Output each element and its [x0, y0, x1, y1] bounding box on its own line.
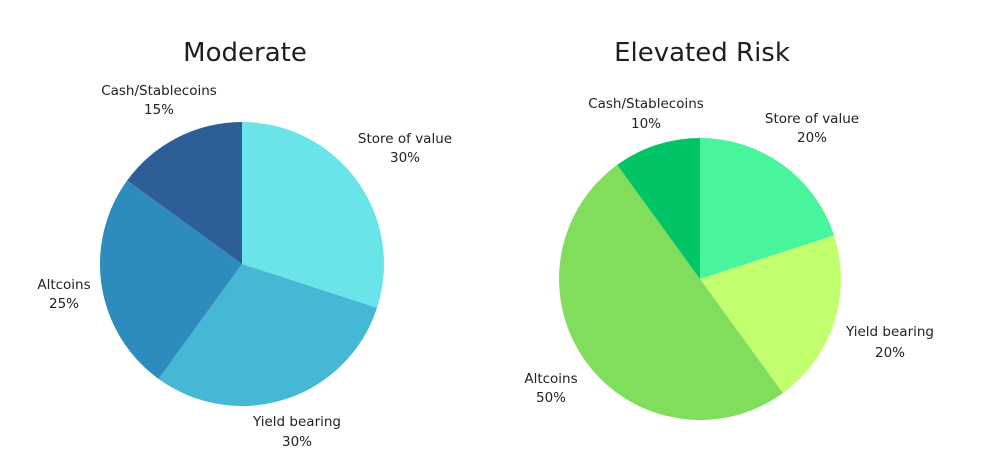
pie-slice-yield-bearing [700, 235, 842, 394]
slice-name-yield-bearing: Yield bearing [252, 414, 341, 430]
pie-slice-store-of-value [700, 138, 835, 279]
pie-slice-cash-stablecoins [617, 138, 700, 279]
slice-value-altcoins: 25% [49, 296, 79, 312]
slice-label-store-of-value: Store of value 30% [358, 131, 452, 166]
slice-label-altcoins: Altcoins 50% [524, 371, 577, 406]
slice-label-yield-bearing: Yield bearing 20% [845, 324, 934, 361]
slice-label-yield-bearing: Yield bearing 30% [252, 414, 341, 450]
slice-value-yield-bearing: 30% [282, 434, 312, 450]
slice-name-cash-stablecoins: Cash/Stablecoins [101, 83, 217, 99]
pie-slices-moderate [99, 122, 384, 407]
pie-slice-yield-bearing [158, 264, 378, 407]
pie-slice-altcoins [99, 180, 242, 379]
pie-chart-moderate: Moderate Cash/Stablecoins 15% Store of v… [37, 38, 452, 450]
slice-label-cash-stablecoins: Cash/Stablecoins 10% [588, 96, 704, 132]
slice-name-store-of-value: Store of value [358, 131, 452, 147]
pie-slice-cash-stablecoins [127, 122, 242, 264]
slice-value-yield-bearing: 20% [875, 345, 905, 361]
slice-label-cash-stablecoins: Cash/Stablecoins 15% [101, 83, 217, 118]
pie-chart-elevated-risk: Elevated Risk Cash/Stablecoins 10% Store… [524, 38, 934, 420]
slice-value-cash-stablecoins: 10% [631, 116, 661, 132]
slice-name-cash-stablecoins: Cash/Stablecoins [588, 96, 704, 112]
pie-slices-elevated-risk [559, 138, 842, 420]
slice-label-altcoins: Altcoins 25% [37, 277, 90, 312]
pie-slice-store-of-value [242, 122, 384, 308]
chart-title-moderate: Moderate [183, 38, 307, 68]
chart-title-elevated-risk: Elevated Risk [614, 38, 790, 68]
slice-name-altcoins: Altcoins [37, 277, 90, 293]
slice-name-altcoins: Altcoins [524, 371, 577, 387]
slice-value-store-of-value: 30% [390, 150, 420, 166]
slice-label-store-of-value: Store of value 20% [765, 111, 859, 146]
slice-name-yield-bearing: Yield bearing [845, 324, 934, 340]
pie-slice-altcoins [559, 164, 783, 420]
slice-value-store-of-value: 20% [797, 130, 827, 146]
slice-value-altcoins: 50% [536, 390, 566, 406]
slice-name-store-of-value: Store of value [765, 111, 859, 127]
slice-value-cash-stablecoins: 15% [144, 102, 174, 118]
